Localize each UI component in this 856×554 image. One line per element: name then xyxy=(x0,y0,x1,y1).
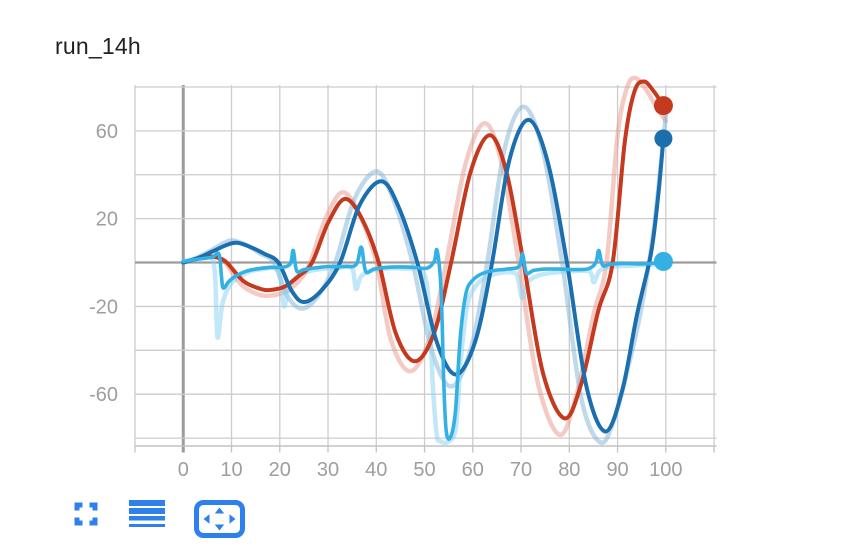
x-tick-label: 50 xyxy=(413,459,435,481)
fit-to-view-icon-glyph xyxy=(194,500,245,538)
y-tick-label: 60 xyxy=(96,121,118,143)
x-tick-label: 60 xyxy=(462,459,484,481)
red-smoothed-end-dot xyxy=(653,96,673,116)
y-tick-label: -20 xyxy=(89,296,118,318)
x-tick-label: 80 xyxy=(558,459,580,481)
y-tick-label: 20 xyxy=(96,209,118,231)
fit-to-view-icon[interactable] xyxy=(194,500,245,538)
y-tick-label: -60 xyxy=(89,384,118,406)
fullscreen-icon[interactable] xyxy=(72,500,100,528)
x-tick-label: 0 xyxy=(178,459,189,481)
runs-lines-icon-glyph xyxy=(129,500,165,527)
x-tick-label: 10 xyxy=(220,459,242,481)
runs-lines-icon[interactable] xyxy=(129,500,165,531)
series-blue-smoothed-line xyxy=(181,117,666,434)
cyan-smoothed-end-dot xyxy=(653,251,673,271)
x-tick-label: 40 xyxy=(365,459,387,481)
x-tick-label: 20 xyxy=(269,459,291,481)
fullscreen-icon-glyph xyxy=(74,502,98,526)
x-tick-label: 70 xyxy=(510,459,532,481)
chart-toolbar xyxy=(72,500,245,538)
x-tick-label: 100 xyxy=(649,459,682,481)
blue-smoothed-end-dot xyxy=(654,129,673,148)
chart-title: run_14h xyxy=(55,33,141,59)
series-red-smoothed-line xyxy=(181,79,666,421)
x-tick-label: 90 xyxy=(606,459,628,481)
series-group xyxy=(181,75,669,445)
x-tick-label: 30 xyxy=(317,459,339,481)
series-cyan-smoothed-line xyxy=(181,245,666,441)
